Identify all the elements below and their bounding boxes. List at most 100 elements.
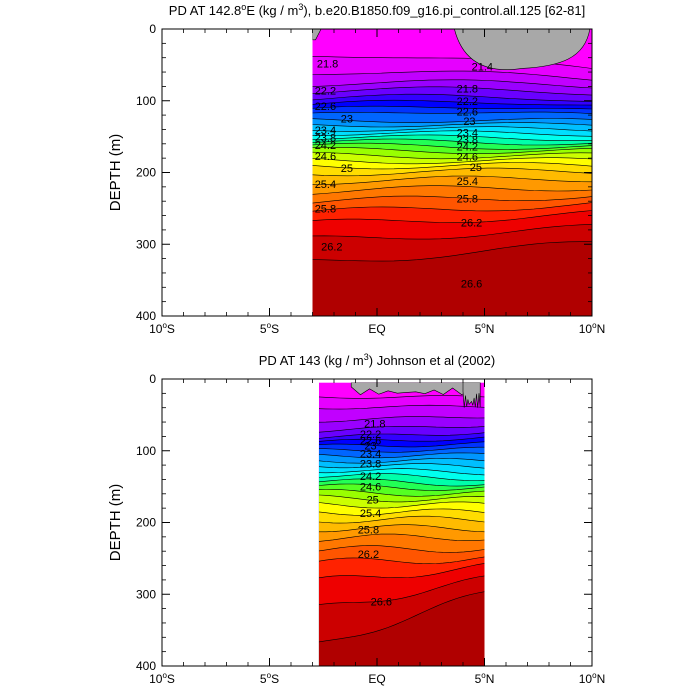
- contour-line-24.2: [312, 142, 592, 150]
- contour-line-26.2: [318, 563, 485, 579]
- contour-line-22.2: [318, 432, 485, 439]
- contour-label: 23.4: [360, 449, 381, 461]
- x-tick-label: 5oN: [475, 671, 495, 686]
- contour-label-text: 23: [463, 116, 475, 128]
- contour-label-text: 22.2: [315, 86, 336, 98]
- contour-label: 21.8: [457, 84, 478, 96]
- contour-line-24.6: [312, 151, 592, 160]
- contour-label-text: 25.8: [457, 193, 478, 205]
- contour-line-22.6: [318, 441, 485, 448]
- contour-label-text: 26.6: [461, 279, 482, 291]
- contour-line-24.2: [318, 483, 485, 491]
- contour-line-25.8: [312, 195, 592, 204]
- contour-label-text: 24.2: [360, 471, 381, 483]
- contour-band-26.6: [312, 241, 592, 316]
- contour-label-text: 22.2: [360, 429, 381, 441]
- contour-label: 26.6: [371, 596, 392, 608]
- contour-line-24.8: [318, 501, 485, 509]
- contour-line-26.4: [318, 575, 485, 605]
- missing-region-2: [312, 29, 322, 41]
- contour-label-text: 21.8: [457, 84, 478, 96]
- x-tick-label: 10oS: [149, 671, 175, 686]
- contour-line-22.8: [312, 111, 592, 114]
- contour-label: 23: [364, 441, 376, 453]
- contour-label: 25.4: [315, 179, 336, 191]
- contour-label: 23.8: [457, 134, 478, 146]
- y-tick-label: 0: [149, 22, 156, 36]
- contour-line-23.6: [318, 468, 485, 476]
- contour-band-26.6: [318, 591, 485, 666]
- contour-label-text: 22.6: [360, 436, 381, 448]
- contour-line-24.4: [318, 489, 485, 497]
- contour-label-text: 25.8: [358, 525, 379, 537]
- contour-line-22.6: [312, 105, 592, 110]
- contour-line-23.2: [318, 458, 485, 464]
- contour-label-text: 24.2: [315, 140, 336, 152]
- contour-label: 25.4: [457, 176, 478, 188]
- contour-line-25: [318, 508, 485, 516]
- contour-line-22.2: [312, 93, 592, 102]
- contour-label-text: 24.2: [457, 142, 478, 154]
- contour-label: 22.2: [457, 96, 478, 108]
- contour-line-25.8: [318, 545, 485, 553]
- contour-label: 23.8: [360, 459, 381, 471]
- contour-label-text: 21.4: [472, 61, 493, 73]
- contour-label: 22.2: [315, 86, 336, 98]
- contour-line-24.8: [312, 157, 592, 165]
- contour-line-21.8: [318, 416, 485, 423]
- x-tick-label: 10oS: [149, 321, 175, 336]
- contour-line-23.4: [312, 126, 592, 132]
- contour-line-26: [312, 202, 592, 212]
- contour-label-text: 24.6: [457, 152, 478, 164]
- contour-line-22: [312, 86, 592, 96]
- contour-label: 26.2: [358, 549, 379, 561]
- contour-label: 21.8: [317, 58, 338, 70]
- contour-label-text: 26.2: [461, 218, 482, 230]
- y-tick-label: 400: [136, 659, 156, 673]
- contour-line-24.4: [312, 147, 592, 155]
- contour-line-23.2: [312, 122, 592, 128]
- y-tick-label: 400: [136, 309, 156, 323]
- missing-region-2: [462, 382, 481, 408]
- y-axis-title: DEPTH (m): [107, 134, 124, 212]
- y-tick-label: 100: [136, 94, 156, 108]
- x-tick-label: 5oS: [260, 671, 279, 686]
- contour-label-text: 22.2: [457, 96, 478, 108]
- contour-line-24.6: [318, 494, 485, 503]
- contour-label-text: 25.4: [315, 179, 336, 191]
- contour-line-26: [318, 556, 485, 565]
- x-tick-label: EQ: [368, 672, 385, 686]
- y-tick-label: 300: [136, 587, 156, 601]
- contour-line-21.6: [312, 70, 592, 81]
- contour-label: 24.6: [360, 482, 381, 494]
- contour-label: 25.8: [358, 525, 379, 537]
- contour-line-22: [318, 426, 485, 433]
- contour-label: 23.4: [315, 125, 336, 137]
- contour-label: 23: [341, 114, 353, 126]
- contour-label: 24.6: [457, 152, 478, 164]
- contour-label-text: 25: [470, 162, 482, 174]
- contour-line-21.8: [312, 79, 592, 89]
- contour-line-24: [312, 138, 592, 146]
- contour-line-23.8: [312, 134, 592, 142]
- contour-label: 23.8: [315, 132, 336, 144]
- contour-label: 24.6: [315, 151, 336, 163]
- contour-label: 25: [367, 495, 379, 507]
- y-tick-label: 100: [136, 444, 156, 458]
- contour-line-26.2: [312, 210, 592, 224]
- contour-label: 21.4: [472, 61, 493, 73]
- contour-line-22.8: [318, 446, 485, 453]
- contour-label-text: 23.4: [360, 449, 381, 461]
- contour-label-text: 23: [341, 114, 353, 126]
- contour-label: 25: [341, 163, 353, 175]
- contour-label: 26.2: [321, 241, 342, 253]
- contour-label-text: 26.6: [371, 596, 392, 608]
- contour-line-22.4: [312, 99, 592, 106]
- contour-label-text: 23.4: [457, 127, 478, 139]
- contour-line-25.6: [312, 185, 592, 195]
- contour-label: 25.8: [315, 203, 336, 215]
- contour-label: 26.2: [461, 218, 482, 230]
- contour-line-23: [318, 452, 485, 459]
- contour-label-text: 21.8: [317, 58, 338, 70]
